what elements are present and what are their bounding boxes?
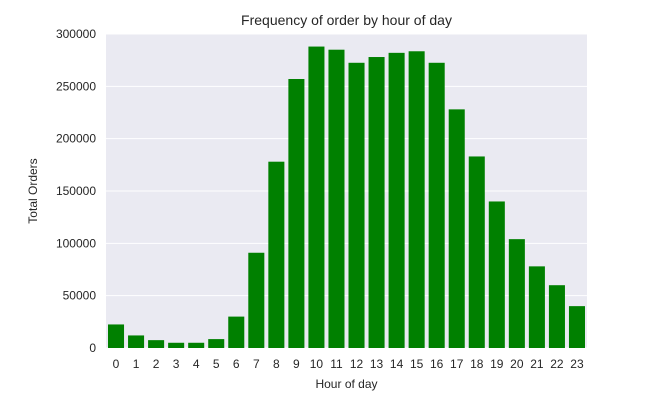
y-tick-label: 300000 (56, 27, 96, 41)
bar-hour-15 (408, 51, 425, 349)
bar-hour-14 (388, 52, 405, 349)
bar-hour-0 (108, 324, 125, 348)
x-axis-ticks: 0 1 2 3 4 5 6 7 8 9 10 11 12 13 14 15 16 17 18 19 20 21 22 23 (113, 357, 584, 371)
bar-hour-21 (528, 266, 545, 348)
y-tick-label: 250000 (56, 79, 96, 93)
y-tick-label: 150000 (56, 184, 96, 198)
y-tick-label: 0 (89, 341, 96, 355)
x-tick-label: 7 (253, 357, 260, 371)
bar-hour-7 (248, 252, 265, 348)
x-tick-label: 17 (450, 357, 464, 371)
x-tick-label: 14 (390, 357, 404, 371)
bar-hour-6 (228, 316, 245, 348)
bar-hour-8 (268, 161, 285, 348)
bar-hour-17 (448, 109, 465, 348)
x-tick-label: 12 (350, 357, 364, 371)
x-tick-label: 20 (510, 357, 524, 371)
x-tick-label: 8 (273, 357, 280, 371)
x-tick-label: 1 (133, 357, 140, 371)
bar-hour-20 (508, 239, 525, 348)
y-axis-ticks: 0 50000 100000 150000 200000 250000 300000 (56, 27, 96, 355)
x-tick-label: 21 (530, 357, 544, 371)
x-tick-label: 22 (550, 357, 564, 371)
bar-hour-1 (128, 335, 145, 348)
bars (108, 46, 585, 349)
x-tick-label: 9 (293, 357, 300, 371)
x-tick-label: 11 (330, 357, 343, 371)
bar-hour-12 (348, 62, 365, 349)
bar-hour-13 (368, 57, 385, 348)
x-tick-label: 19 (490, 357, 504, 371)
bar-hour-5 (208, 339, 225, 348)
bar-hour-11 (328, 49, 345, 348)
bar-hour-10 (308, 46, 325, 349)
bar-hour-18 (468, 156, 485, 348)
x-tick-label: 15 (410, 357, 424, 371)
bar-hour-9 (288, 79, 305, 349)
y-tick-label: 100000 (56, 236, 96, 250)
y-tick-label: 50000 (63, 289, 97, 303)
x-tick-label: 23 (570, 357, 584, 371)
bar-hour-3 (168, 342, 185, 348)
x-axis-label: Hour of day (315, 377, 377, 391)
bar-hour-4 (188, 342, 205, 348)
x-tick-label: 18 (470, 357, 484, 371)
x-tick-label: 4 (193, 357, 200, 371)
bar-hour-23 (568, 306, 585, 348)
x-tick-label: 16 (430, 357, 444, 371)
x-tick-label: 3 (173, 357, 180, 371)
y-tick-label: 200000 (56, 132, 96, 146)
bar-hour-2 (148, 340, 165, 348)
x-tick-label: 0 (113, 357, 120, 371)
bar-hour-16 (428, 62, 445, 349)
gridlines (106, 33, 587, 349)
chart-title: Frequency of order by hour of day (241, 12, 452, 28)
bar-hour-22 (548, 285, 565, 348)
x-tick-label: 13 (370, 357, 384, 371)
x-tick-label: 10 (310, 357, 324, 371)
bar-hour-19 (488, 201, 505, 348)
y-axis-label: Total Orders (26, 158, 40, 223)
x-tick-label: 6 (233, 357, 240, 371)
x-tick-label: 2 (153, 357, 160, 371)
x-tick-label: 5 (213, 357, 220, 371)
